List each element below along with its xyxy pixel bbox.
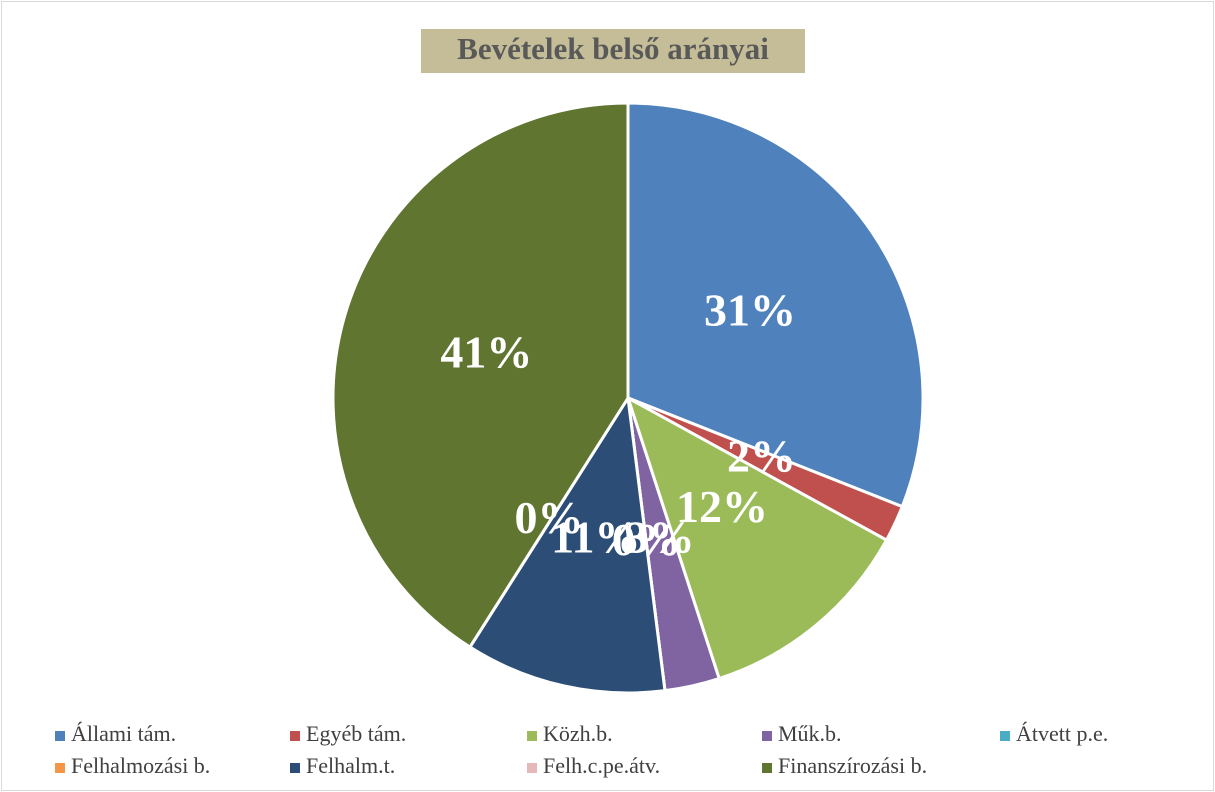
legend-label: Finanszírozási b. — [778, 753, 927, 778]
legend-swatch — [290, 763, 300, 773]
legend-swatch — [762, 731, 772, 741]
data-label: 41% — [440, 326, 532, 377]
data-label: 2% — [727, 430, 796, 481]
legend-label: Felhalmozási b. — [71, 753, 210, 778]
data-label: 0% — [612, 514, 681, 565]
legend-swatch — [762, 763, 772, 773]
data-label: 0% — [514, 492, 583, 543]
data-label: 31% — [704, 285, 796, 336]
pie-slice — [467, 393, 667, 695]
legend-label: Felhalm.t. — [306, 753, 395, 778]
title-box — [421, 29, 805, 73]
data-label: 0% — [612, 514, 681, 565]
legend-swatch — [527, 731, 537, 741]
legend-label: Műk.b. — [778, 721, 842, 746]
pie-slice — [331, 101, 630, 650]
data-label: 11% — [551, 512, 640, 563]
legend-swatch — [55, 731, 65, 741]
legend-label: Felh.c.pe.átv. — [543, 753, 660, 778]
legend-swatch — [1000, 731, 1010, 741]
legend-label: Állami tám. — [71, 721, 176, 746]
legend-label: Egyéb tám. — [306, 721, 406, 746]
pie-slice — [625, 394, 889, 681]
data-label: 3% — [626, 512, 695, 563]
legend-label: Átvett p.e. — [1016, 721, 1108, 746]
legend-swatch — [527, 763, 537, 773]
chart-title: Bevételek belső arányai — [457, 31, 769, 66]
legend-swatch — [290, 731, 300, 741]
legend-swatch — [55, 763, 65, 773]
data-label: 12% — [676, 481, 768, 532]
pie-slice — [626, 101, 925, 509]
legend-label: Közh.b. — [543, 721, 613, 746]
